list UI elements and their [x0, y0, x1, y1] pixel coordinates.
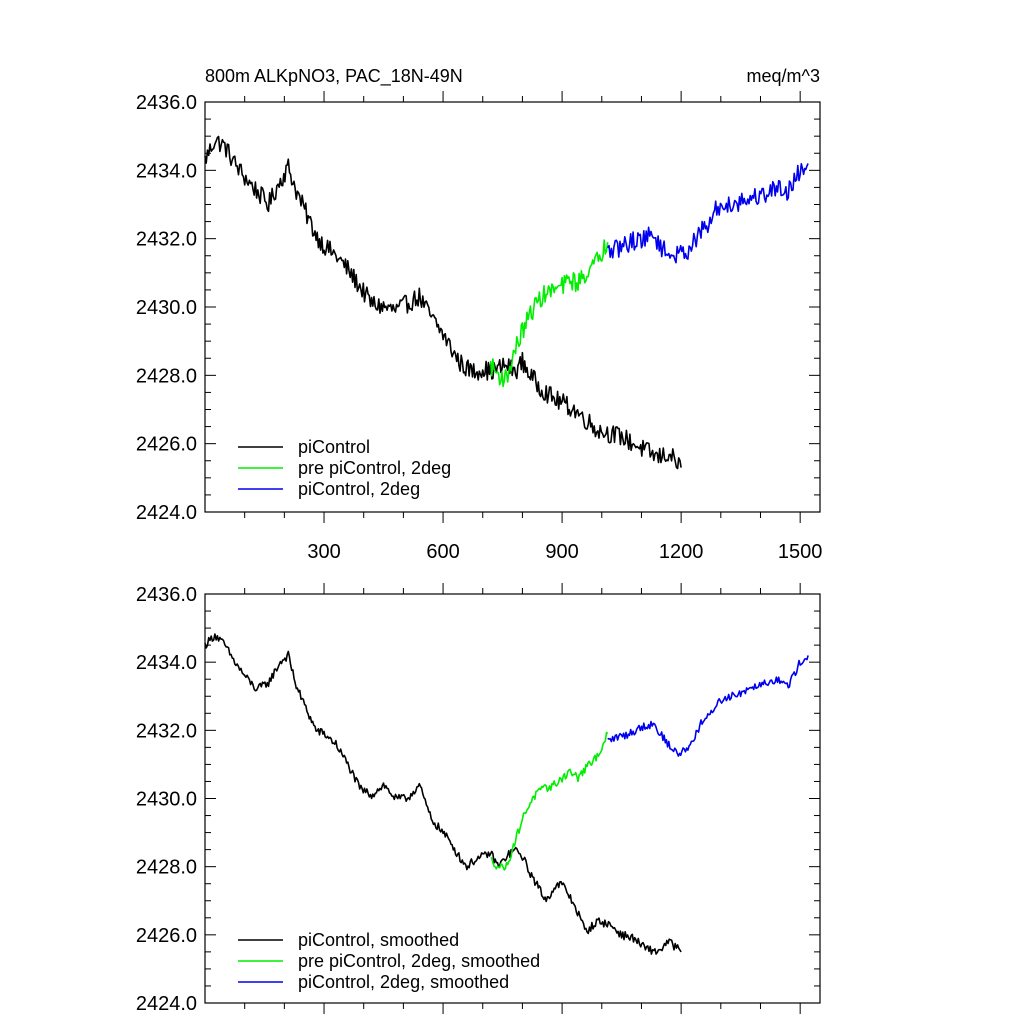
series-line-3: [607, 163, 809, 264]
y-tick-label: 2428.0: [136, 857, 197, 879]
series-line-1: [204, 135, 682, 470]
y-tick-label: 2426.0: [136, 434, 197, 456]
x-tick-label: 1200: [659, 541, 704, 563]
legend-label: piControl, smoothed: [298, 930, 459, 950]
y-tick-label: 2424.0: [136, 993, 197, 1015]
x-tick-label: 900: [545, 541, 578, 563]
y-tick-label: 2432.0: [136, 229, 197, 251]
y-tick-label: 2434.0: [136, 652, 197, 674]
x-tick-label: 600: [426, 541, 459, 563]
y-tick-label: 2434.0: [136, 160, 197, 182]
y-tick-label: 2432.0: [136, 720, 197, 742]
y-tick-label: 2428.0: [136, 365, 197, 387]
units-label: meq/m^3: [747, 66, 820, 86]
x-tick-label: 300: [307, 541, 340, 563]
series-line-2: [489, 239, 609, 388]
legend-label: piControl, 2deg, smoothed: [298, 972, 509, 992]
legend-label: piControl: [298, 437, 370, 457]
legend-label: pre piControl, 2deg, smoothed: [298, 951, 540, 971]
chart-panel-1: 2424.0 2426.0 2428.0 2430.0 2432.0 2434.0 2436…: [136, 66, 823, 563]
chart-title: 800m ALKpNO3, PAC_18N-49N: [205, 66, 463, 87]
legend-label: piControl, 2deg: [298, 479, 420, 499]
series-line-2: [490, 731, 609, 871]
legend-label: pre piControl, 2deg: [298, 458, 451, 478]
y-tick-label: 2436.0: [136, 92, 197, 114]
y-tick-label: 2430.0: [136, 789, 197, 811]
series-line-1: [204, 633, 682, 955]
y-tick-label: 2436.0: [136, 584, 197, 606]
series-line-3: [607, 655, 809, 757]
y-tick-label: 2430.0: [136, 297, 197, 319]
y-tick-label: 2426.0: [136, 925, 197, 947]
x-tick-label: 1500: [778, 541, 823, 563]
y-tick-label: 2424.0: [136, 502, 197, 524]
chart-panel-2: 2424.0 2426.0 2428.0 2430.0 2432.0 2434.0 2436…: [136, 583, 821, 1015]
